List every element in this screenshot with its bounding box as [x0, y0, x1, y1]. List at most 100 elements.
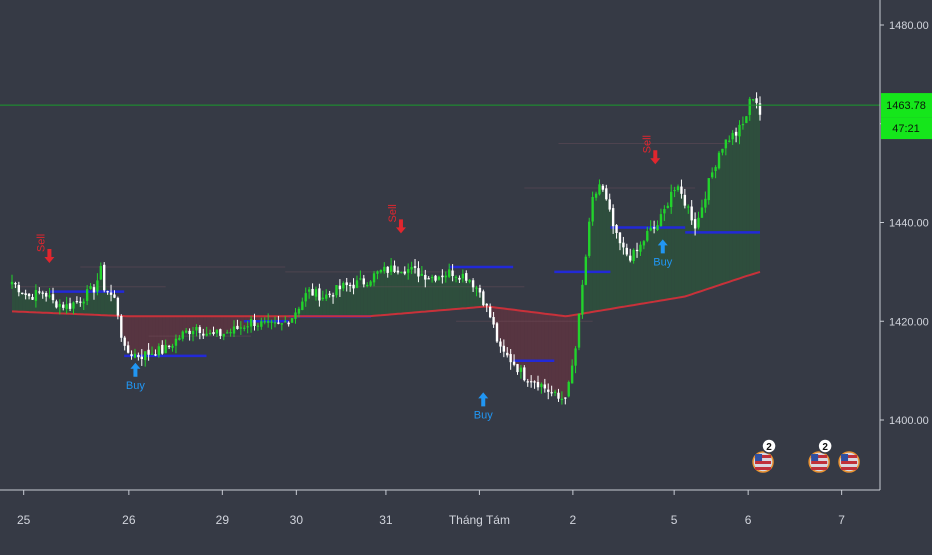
candle	[601, 185, 605, 190]
cloud-segment	[326, 294, 330, 317]
candle	[85, 289, 89, 301]
cloud-segment	[411, 267, 416, 313]
candle	[44, 293, 48, 297]
candle	[430, 276, 434, 279]
candle	[120, 316, 123, 338]
buy-label: Buy	[126, 380, 145, 392]
buy-arrow-icon	[130, 362, 141, 377]
candle	[707, 178, 710, 201]
cloud-segment	[514, 309, 518, 369]
candle	[622, 242, 625, 248]
candle	[625, 247, 628, 255]
candle	[383, 266, 386, 272]
candle	[191, 331, 195, 335]
sell-signal[interactable]: Sell	[35, 234, 55, 263]
candle	[700, 207, 704, 218]
candle	[618, 232, 622, 244]
cloud-segment	[329, 294, 334, 317]
candle	[318, 288, 321, 301]
candle	[24, 293, 27, 296]
candle	[434, 275, 437, 281]
candle	[103, 264, 106, 291]
candle	[673, 189, 676, 192]
candle	[260, 321, 263, 327]
candle	[516, 364, 519, 373]
candle	[642, 241, 646, 246]
sell-signal[interactable]: Sell	[387, 204, 406, 234]
cloud-segment	[90, 287, 94, 315]
cloud-segment	[725, 140, 730, 283]
candle	[68, 303, 72, 309]
cloud-segment	[339, 285, 344, 317]
candle	[721, 148, 724, 153]
cloud-segment	[503, 308, 508, 355]
sell-label: Sell	[35, 234, 47, 252]
candle	[410, 266, 413, 270]
candle	[202, 333, 205, 336]
cloud-segment	[609, 204, 614, 310]
candle	[116, 297, 120, 316]
candle	[144, 351, 147, 361]
candle	[697, 217, 700, 228]
cloud-segment	[425, 277, 429, 312]
candle	[659, 214, 663, 226]
buy-signal[interactable]: Buy	[653, 239, 673, 268]
cloud-segment	[353, 284, 357, 317]
candle	[215, 329, 219, 334]
countdown-tag	[881, 117, 932, 140]
candle	[164, 345, 167, 354]
candle	[492, 317, 495, 325]
candle	[413, 266, 417, 268]
cloud-segment	[753, 99, 757, 275]
buy-signal[interactable]: Buy	[126, 362, 145, 392]
candle	[550, 392, 553, 394]
sell-signal[interactable]: Sell	[641, 135, 661, 165]
cloud-segment	[438, 276, 443, 311]
badge-count: 2	[766, 442, 772, 453]
time-tick-label: Tháng Tám	[449, 513, 510, 527]
candle	[605, 188, 608, 200]
event-marker[interactable]: 2	[752, 438, 777, 473]
candle	[185, 330, 188, 333]
candle	[560, 398, 564, 400]
time-tick-label: 30	[290, 513, 304, 527]
candle	[41, 292, 44, 294]
cloud-segment	[189, 316, 194, 333]
cloud-segment	[223, 316, 228, 336]
candle	[693, 219, 697, 229]
candle	[376, 271, 379, 274]
candle	[335, 285, 338, 296]
candle	[167, 345, 171, 348]
cloud-segment	[630, 255, 634, 306]
candle	[420, 273, 424, 276]
cloud-segment	[25, 294, 30, 313]
candle	[161, 344, 164, 354]
cloud-segment	[500, 308, 504, 349]
cloud-segment	[712, 169, 716, 288]
cloud-segment	[520, 310, 525, 374]
cloud-segment	[664, 206, 668, 300]
candle	[564, 397, 567, 399]
candle	[362, 278, 365, 285]
event-marker[interactable]	[838, 451, 860, 473]
candle	[256, 325, 260, 327]
event-marker[interactable]: 2	[808, 438, 833, 473]
price-tick-label: 1400.00	[889, 415, 929, 427]
candle	[441, 275, 444, 278]
cloud-segment	[524, 311, 528, 382]
cloud-segment	[145, 316, 149, 356]
cloud-segment	[626, 251, 631, 307]
time-tick-label: 31	[379, 513, 393, 527]
candle	[150, 353, 154, 355]
candle	[372, 273, 376, 283]
candle	[270, 321, 273, 323]
candle	[639, 244, 642, 252]
candle	[574, 348, 577, 366]
buy-signal[interactable]: Buy	[474, 392, 493, 421]
candle	[290, 318, 294, 323]
candle	[704, 198, 707, 208]
time-axis[interactable]: 25 26 29 30 31 Tháng Tám 2 5 6 7	[17, 490, 845, 527]
cloud-segment	[346, 283, 351, 317]
